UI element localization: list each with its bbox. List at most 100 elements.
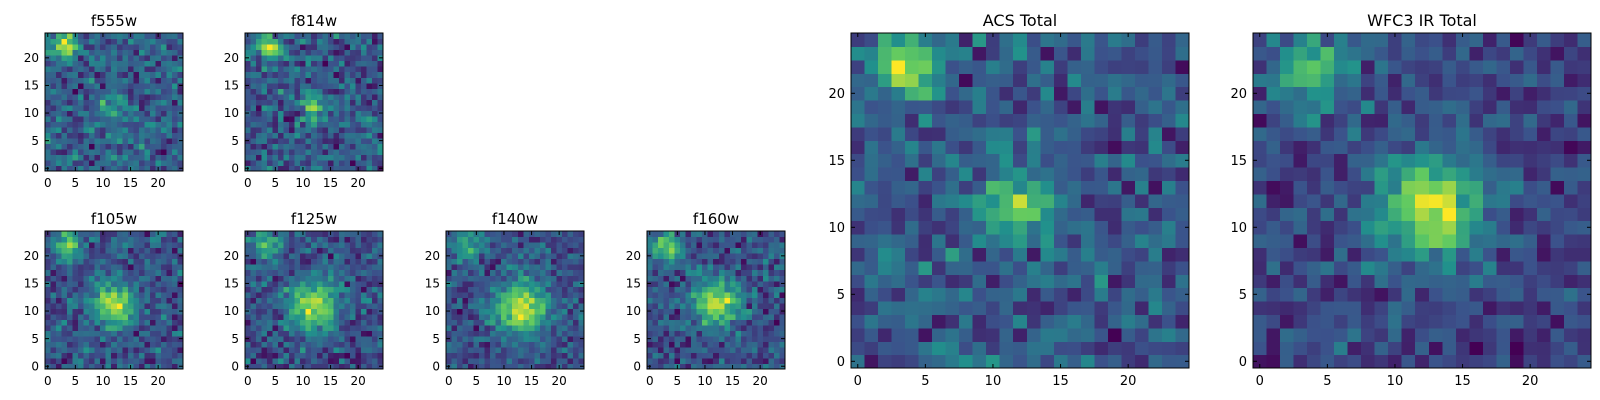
heatmap-cell <box>138 308 145 315</box>
heatmap-cell <box>78 148 85 156</box>
heatmap-cell <box>78 154 85 161</box>
heatmap-cell <box>300 242 307 249</box>
heatmap-cell <box>45 352 52 359</box>
x-tick-label: 20 <box>351 374 366 388</box>
heatmap-cell <box>762 302 770 309</box>
heatmap-cell <box>166 82 173 89</box>
heatmap-cell <box>740 330 747 337</box>
heatmap-cell <box>272 132 279 139</box>
heatmap-cell <box>1347 220 1362 235</box>
heatmap-cell <box>89 121 96 128</box>
heatmap-cell <box>122 88 129 95</box>
heatmap-cell <box>56 357 63 365</box>
heatmap-cell <box>144 341 151 348</box>
heatmap-cell <box>945 301 960 315</box>
heatmap-cell <box>945 274 960 289</box>
heatmap-cell <box>528 341 535 348</box>
heatmap-cell <box>702 302 709 309</box>
heatmap-cell <box>138 363 145 370</box>
heatmap-cell <box>316 104 323 111</box>
heatmap-cell <box>669 253 676 260</box>
heatmap-cell <box>311 33 318 40</box>
heatmap-cell <box>959 180 974 195</box>
heatmap-cell <box>735 313 742 320</box>
heatmap-cell <box>316 341 323 348</box>
heatmap-cell <box>177 71 184 78</box>
heatmap-cell <box>1148 247 1163 262</box>
heatmap-cell <box>572 258 580 265</box>
heatmap-cell <box>567 297 574 304</box>
heatmap-cell <box>556 330 563 337</box>
heatmap-cell <box>851 73 866 88</box>
heatmap-cell <box>1374 341 1389 356</box>
heatmap-cell <box>305 137 312 144</box>
heatmap-cell <box>762 280 770 287</box>
heatmap-cell <box>768 324 775 331</box>
heatmap-cell <box>1334 301 1349 315</box>
heatmap-cell <box>160 143 168 150</box>
heatmap-cell <box>1361 314 1376 329</box>
y-tick-label: 15 <box>425 277 440 291</box>
heatmap-cell <box>918 73 933 88</box>
heatmap-cell <box>550 269 557 276</box>
heatmap-cell <box>56 247 63 254</box>
heatmap-cell <box>50 126 57 133</box>
heatmap-cell <box>327 77 334 84</box>
heatmap-cell <box>851 341 866 356</box>
heatmap-cell <box>316 143 323 150</box>
heatmap-cell <box>138 313 145 320</box>
heatmap-cell <box>1080 113 1095 128</box>
heatmap-cell <box>149 77 156 84</box>
heatmap-cell <box>56 165 63 172</box>
heatmap-cell <box>740 275 747 282</box>
heatmap-cell <box>116 330 123 337</box>
heatmap-cell <box>371 275 379 282</box>
heatmap-cell <box>905 207 920 222</box>
heatmap-cell <box>171 258 179 265</box>
heatmap-cell <box>122 159 129 167</box>
heatmap-cell <box>647 313 654 320</box>
heatmap-cell <box>707 363 714 370</box>
heatmap-cell <box>932 234 947 248</box>
heatmap-cell <box>300 77 307 84</box>
heatmap-cell <box>762 291 770 298</box>
heatmap-cell <box>1094 100 1109 114</box>
axes-frame <box>850 32 1190 369</box>
heatmap-cell <box>468 253 475 260</box>
heatmap-cell <box>490 275 497 282</box>
heatmap-cell <box>561 319 569 326</box>
heatmap-cell <box>1401 287 1416 302</box>
heatmap-cell <box>377 357 384 365</box>
heatmap-cell <box>116 77 123 84</box>
heatmap-cell <box>89 55 96 62</box>
heatmap-cell <box>451 357 458 365</box>
heatmap-cell <box>89 132 96 139</box>
heatmap-cell <box>283 159 290 167</box>
heatmap-cell <box>1320 207 1335 222</box>
heatmap-cell <box>355 269 362 276</box>
heatmap-cell <box>177 132 184 139</box>
heatmap-cell <box>360 88 368 95</box>
heatmap-cell <box>696 335 703 342</box>
heatmap-cell <box>986 167 1001 181</box>
heatmap-cell <box>122 110 129 117</box>
heatmap-cell <box>366 148 373 156</box>
heatmap-cell <box>506 357 513 365</box>
heatmap-cell <box>1013 33 1028 47</box>
heatmap-cell <box>567 346 574 354</box>
heatmap-cell <box>111 77 118 84</box>
heatmap-cell <box>94 60 101 67</box>
heatmap-cell <box>83 77 90 84</box>
heatmap-cell <box>311 44 318 51</box>
heatmap-cell <box>1134 113 1150 128</box>
heatmap-cell <box>256 93 263 100</box>
heatmap-cell <box>256 357 263 365</box>
heatmap-cell <box>105 253 112 260</box>
heatmap-cell <box>289 341 296 348</box>
heatmap-cell <box>261 154 268 161</box>
heatmap-cell <box>669 335 676 342</box>
heatmap-cell <box>72 60 79 67</box>
heatmap-cell <box>149 66 156 73</box>
heatmap-cell <box>272 88 279 95</box>
heatmap-cell <box>111 313 118 320</box>
